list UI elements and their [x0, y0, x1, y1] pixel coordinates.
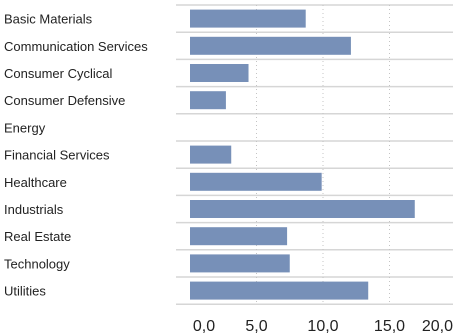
bar-utilities — [190, 281, 369, 300]
category-label-industrials: Industrials — [4, 202, 64, 217]
x-tick-label: 0,0 — [193, 318, 215, 334]
category-label-technology: Technology — [4, 256, 70, 271]
category-labels: Basic Materials Communication Services Con… — [4, 12, 148, 299]
category-label-utilities: Utilities — [4, 284, 46, 299]
bar-financial-services — [190, 145, 232, 164]
x-tick-label: 20,0 — [422, 318, 453, 334]
category-label-basic-materials: Basic Materials — [4, 12, 93, 27]
bar-industrials — [190, 200, 415, 218]
row-separators — [176, 4, 453, 305]
bar-consumer-defensive — [190, 91, 226, 110]
category-label-financial-services: Financial Services — [4, 148, 110, 163]
x-tick-label: 10,0 — [307, 318, 338, 334]
x-tick-label: 5,0 — [245, 318, 267, 334]
bar-healthcare — [190, 172, 322, 191]
bar-real-estate — [190, 227, 288, 246]
category-label-energy: Energy — [4, 120, 46, 135]
bar-technology — [190, 254, 290, 273]
bars — [190, 9, 415, 300]
category-label-consumer-defensive: Consumer Defensive — [4, 93, 125, 108]
bar-communication-services — [190, 36, 351, 55]
category-label-communication-services: Communication Services — [4, 39, 148, 54]
bar-consumer-cyclical — [190, 64, 249, 82]
category-label-real-estate: Real Estate — [4, 229, 71, 244]
category-label-healthcare: Healthcare — [4, 175, 67, 190]
category-label-consumer-cyclical: Consumer Cyclical — [4, 66, 112, 81]
x-tick-label: 15,0 — [374, 318, 405, 334]
bar-basic-materials — [190, 9, 306, 28]
x-axis-tick-labels: 0,0 5,0 10,0 15,0 20,0 — [193, 318, 453, 334]
